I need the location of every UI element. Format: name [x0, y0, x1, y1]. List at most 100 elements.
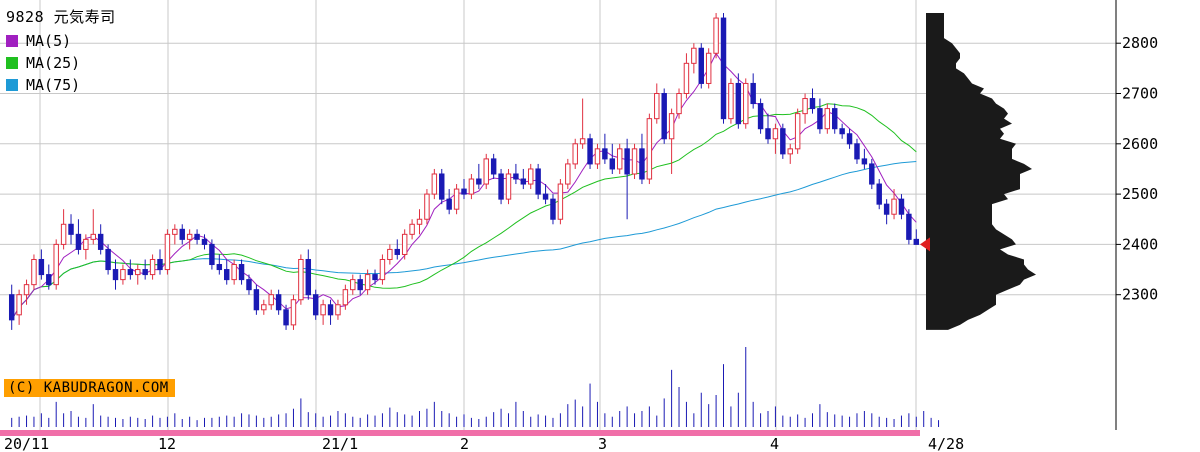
candle-body: [780, 128, 786, 155]
candle-body: [639, 148, 645, 180]
candle-body: [446, 198, 452, 210]
candle-body: [372, 274, 378, 281]
candle-body: [565, 163, 571, 185]
candle-body: [528, 168, 534, 185]
candle-body: [609, 158, 616, 170]
candle-body: [794, 113, 801, 150]
candle-body: [809, 98, 816, 110]
candle-body: [505, 173, 512, 200]
candle-body: [401, 233, 408, 255]
candle-body: [53, 243, 59, 286]
candle-body: [654, 93, 660, 120]
candle-body: [743, 82, 749, 125]
candle-body: [535, 168, 541, 195]
candle-body: [357, 279, 363, 291]
candle-body: [772, 128, 779, 140]
candle-body: [305, 258, 312, 296]
candle-body: [379, 258, 386, 281]
candle-body: [728, 82, 734, 120]
candle-body: [350, 279, 356, 291]
candle-body: [157, 258, 163, 271]
last-price-marker: [920, 237, 930, 252]
candle-body: [913, 238, 920, 245]
y-tick-label: 2600: [1122, 135, 1158, 153]
candle-body: [861, 158, 868, 165]
candle-body: [802, 98, 808, 115]
candle-body: [142, 269, 148, 276]
y-tick-label: 2800: [1122, 34, 1158, 52]
candle-body: [105, 248, 111, 271]
candle-body: [238, 264, 245, 281]
candle-body: [342, 289, 349, 306]
legend-item-ma75: MA(75): [6, 74, 116, 96]
candle-body: [624, 148, 630, 175]
candle-body: [261, 304, 267, 311]
candle-body: [579, 138, 586, 145]
candle-body: [498, 173, 504, 200]
candle-body: [513, 173, 519, 180]
candle-body: [364, 274, 371, 291]
candle-body: [735, 82, 742, 125]
candle-body: [149, 258, 156, 276]
candle-body: [186, 233, 193, 240]
candle-body: [75, 233, 82, 250]
candle-body: [668, 113, 675, 140]
candle-body: [179, 228, 185, 240]
y-tick-label: 2300: [1122, 286, 1158, 304]
candle-body: [483, 158, 489, 185]
legend: 9828 元気寿司 MA(5) MA(25) MA(75): [6, 6, 116, 96]
candle-body: [90, 233, 96, 240]
candle-body: [787, 148, 793, 155]
candle-body: [602, 148, 608, 160]
candle-body: [127, 269, 134, 276]
candle-body: [120, 269, 126, 281]
legend-label-ma75: MA(75): [26, 76, 81, 94]
candle-body: [906, 213, 912, 240]
candle-body: [661, 93, 667, 140]
x-axis-band: [0, 430, 920, 436]
candle-body: [453, 188, 460, 210]
legend-swatch-ma5: [6, 35, 18, 47]
candle-body: [46, 274, 52, 286]
chart-title: 9828 元気寿司: [6, 8, 116, 26]
candle-body: [164, 233, 171, 271]
candle-body: [216, 264, 223, 271]
candle-body: [23, 284, 30, 296]
candle-body: [698, 47, 704, 84]
y-tick-label: 2700: [1122, 85, 1158, 103]
candle-body: [817, 108, 823, 130]
candle-body: [713, 17, 719, 54]
candle-body: [839, 128, 845, 135]
legend-label-ma25: MA(25): [26, 54, 81, 72]
candle-body: [290, 299, 297, 326]
candle-body: [201, 238, 208, 245]
candle-body: [394, 248, 400, 255]
candle-body: [439, 173, 445, 200]
candle-body: [38, 258, 45, 276]
candle-body: [268, 294, 274, 306]
candle-body: [312, 294, 319, 316]
legend-swatch-ma75: [6, 79, 18, 91]
candle-body: [646, 118, 653, 180]
candle-body: [424, 193, 430, 220]
candle-body: [891, 198, 897, 215]
legend-swatch-ma25: [6, 57, 18, 69]
candle-body: [416, 218, 423, 225]
x-tick-label: 21/1: [322, 435, 358, 452]
candle-body: [705, 52, 712, 84]
candle-body: [246, 279, 252, 291]
candle-body: [409, 223, 415, 235]
candle-body: [854, 143, 860, 160]
candle-body: [60, 223, 67, 245]
candle-body: [194, 233, 200, 240]
candle-body: [616, 148, 623, 170]
candle-body: [431, 173, 438, 195]
candle-body: [135, 269, 141, 276]
candle-body: [883, 203, 890, 215]
candle-body: [824, 108, 831, 130]
x-tick-label: 12: [158, 435, 176, 452]
x-tick-label: 4/28: [928, 435, 964, 452]
candle-body: [231, 264, 237, 281]
candle-body: [631, 148, 638, 175]
candle-body: [468, 178, 475, 195]
